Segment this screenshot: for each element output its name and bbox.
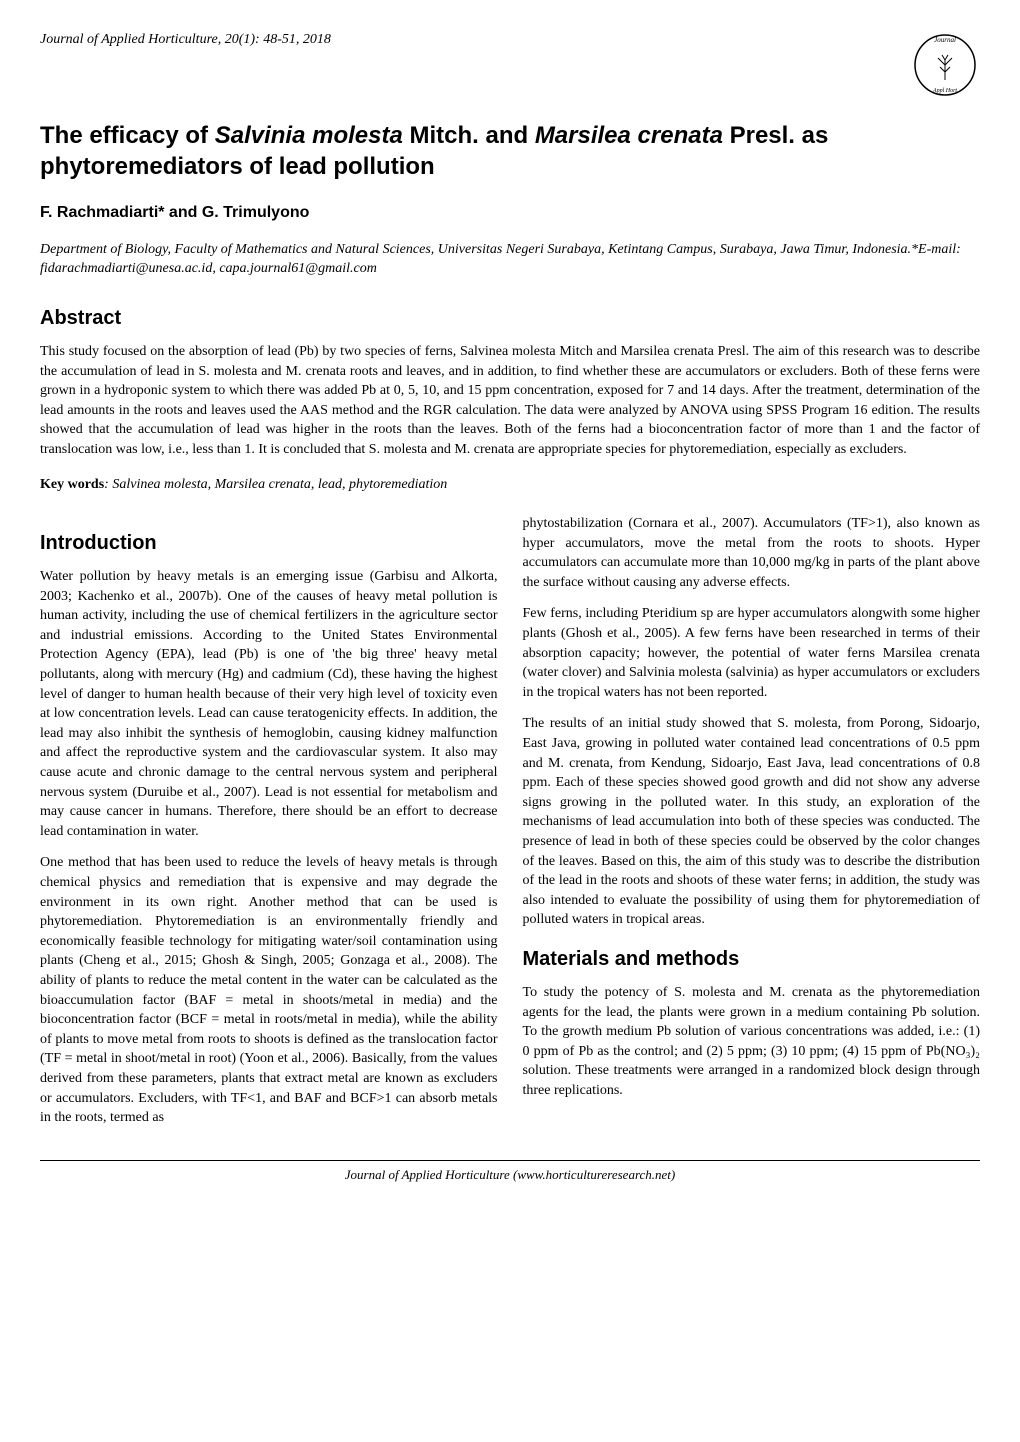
introduction-heading: Introduction — [40, 529, 498, 557]
abstract-text: This study focused on the absorption of … — [40, 342, 980, 460]
keywords: Key words: Salvinea molesta, Marsilea cr… — [40, 475, 980, 495]
intro-paragraph-4: Few ferns, including Pteridium sp are hy… — [523, 604, 981, 702]
journal-logo: Journal Appl Hort — [910, 30, 980, 100]
intro-paragraph-3: phytostabilization (Cornara et al., 2007… — [523, 514, 981, 592]
article-title: The efficacy of Salvinia molesta Mitch. … — [40, 120, 980, 182]
header-row: Journal of Applied Horticulture, 20(1): … — [40, 30, 980, 100]
journal-citation: Journal of Applied Horticulture, 20(1): … — [40, 30, 331, 50]
intro-paragraph-1: Water pollution by heavy metals is an em… — [40, 567, 498, 841]
svg-text:Appl Hort: Appl Hort — [932, 88, 958, 94]
two-column-body: Introduction Water pollution by heavy me… — [40, 514, 980, 1140]
keywords-label: Key words — [40, 477, 104, 492]
abstract-heading: Abstract — [40, 304, 980, 332]
intro-paragraph-5: The results of an initial study showed t… — [523, 714, 981, 930]
svg-text:Journal: Journal — [934, 36, 956, 44]
title-species-1: Salvinia molesta — [215, 122, 403, 149]
methods-paragraph-1: To study the potency of S. molesta and M… — [523, 983, 981, 1101]
title-prefix: The efficacy of — [40, 122, 215, 149]
left-column: Introduction Water pollution by heavy me… — [40, 514, 498, 1140]
title-mid: Mitch. and — [403, 122, 535, 149]
authors: F. Rachmadiarti* and G. Trimulyono — [40, 202, 980, 224]
title-species-2: Marsilea crenata — [535, 122, 723, 149]
methods-heading: Materials and methods — [523, 945, 981, 973]
keywords-text: : Salvinea molesta, Marsilea crenata, le… — [104, 477, 447, 492]
page-footer: Journal of Applied Horticulture (www.hor… — [40, 1160, 980, 1184]
affiliation: Department of Biology, Faculty of Mathem… — [40, 240, 980, 279]
intro-paragraph-2: One method that has been used to reduce … — [40, 853, 498, 1127]
right-column: phytostabilization (Cornara et al., 2007… — [523, 514, 981, 1140]
